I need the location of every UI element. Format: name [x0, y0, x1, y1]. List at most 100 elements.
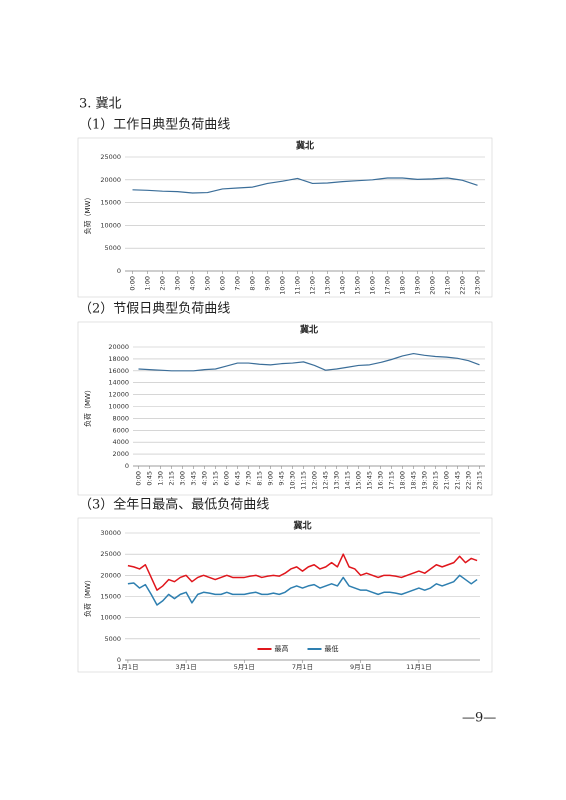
y-tick-label: 16000	[108, 367, 129, 375]
y-tick-label: 12000	[108, 391, 129, 399]
x-tick-label: 19:30	[421, 471, 429, 490]
y-tick-label: 6000	[112, 426, 129, 434]
x-tick-label: 7:00	[234, 276, 242, 291]
x-tick-label: 10:30	[289, 471, 297, 490]
x-tick-label: 9:00	[267, 471, 275, 486]
x-tick-label: 8:00	[249, 276, 257, 291]
chart-caption: （3）全年日最高、最低负荷曲线	[79, 497, 269, 513]
x-tick-label: 0:45	[146, 471, 154, 486]
x-tick-label: 3:45	[190, 471, 198, 486]
y-tick-label: 20000	[100, 571, 121, 579]
y-axis-label: 负荷（MW）	[83, 386, 92, 427]
x-tick-label: 9:00	[264, 276, 272, 291]
y-tick-label: 20000	[108, 343, 129, 351]
x-tick-label: 14:15	[344, 471, 352, 490]
x-tick-label: 2:15	[168, 471, 176, 486]
x-tick-label: 12:45	[322, 471, 330, 490]
chart-frame	[77, 517, 493, 673]
y-tick-label: 15000	[100, 199, 121, 207]
x-tick-label: 18:00	[399, 276, 407, 295]
x-tick-label: 12:00	[309, 276, 317, 295]
x-tick-label: 18:00	[399, 471, 407, 490]
chart-frame	[77, 137, 493, 298]
x-tick-label: 21:45	[454, 471, 462, 490]
x-tick-label: 5:15	[212, 471, 220, 486]
x-tick-label: 7月1日	[292, 663, 313, 671]
y-tick-label: 10000	[100, 221, 121, 229]
data-line	[132, 177, 478, 194]
x-tick-label: 1:00	[144, 276, 152, 291]
x-tick-label: 17:15	[388, 471, 396, 490]
y-tick-label: 8000	[112, 414, 129, 422]
x-tick-label: 10:00	[279, 276, 287, 295]
y-axis-label: 负荷（MW）	[83, 194, 92, 235]
x-tick-label: 13:30	[333, 471, 341, 490]
x-tick-label: 14:00	[339, 276, 347, 295]
x-tick-label: 23:15	[476, 471, 484, 490]
x-tick-label: 17:00	[384, 276, 392, 295]
x-tick-label: 1:30	[157, 471, 165, 486]
y-tick-label: 30000	[100, 529, 121, 537]
chart-title: 冀北	[293, 520, 311, 532]
x-tick-label: 6:00	[219, 276, 227, 291]
x-tick-label: 3月1日	[175, 663, 196, 671]
x-tick-label: 6:45	[234, 471, 242, 486]
page-number: —9—	[462, 711, 496, 726]
chart-title: 冀北	[300, 324, 318, 336]
x-tick-label: 22:00	[459, 276, 467, 295]
chart-caption: （1）工作日典型负荷曲线	[79, 118, 230, 133]
x-tick-label: 16:30	[377, 471, 385, 490]
y-tick-label: 25000	[100, 153, 121, 161]
x-tick-label: 12:00	[311, 471, 319, 490]
y-tick-label: 0	[117, 267, 121, 275]
x-tick-label: 0:00	[129, 276, 137, 291]
data-line	[127, 574, 478, 606]
y-tick-label: 20000	[100, 176, 121, 184]
y-tick-label: 25000	[100, 550, 121, 558]
y-axis-label: 负荷（MW）	[83, 576, 92, 617]
data-line	[138, 352, 480, 372]
x-tick-label: 9月1日	[350, 663, 371, 671]
y-tick-label: 10000	[108, 403, 129, 411]
x-tick-label: 21:00	[444, 276, 452, 295]
y-tick-label: 5000	[104, 635, 121, 643]
y-tick-label: 4000	[112, 438, 129, 446]
x-tick-label: 4:00	[189, 276, 197, 291]
y-tick-label: 10000	[100, 614, 121, 622]
x-tick-label: 3:00	[179, 471, 187, 486]
x-tick-label: 1月1日	[117, 663, 138, 671]
x-tick-label: 15:00	[355, 471, 363, 490]
x-tick-label: 22:30	[465, 471, 473, 490]
x-tick-label: 20:00	[429, 276, 437, 295]
x-tick-label: 9:45	[278, 471, 286, 486]
legend-label: 最低	[325, 644, 339, 653]
x-tick-label: 23:00	[474, 276, 482, 295]
chart-caption: （2）节假日典型负荷曲线	[79, 302, 230, 317]
x-tick-label: 15:00	[354, 276, 362, 295]
data-line	[127, 553, 478, 591]
x-tick-label: 7:30	[245, 471, 253, 486]
y-tick-label: 15000	[100, 593, 121, 601]
x-tick-label: 5:00	[204, 276, 212, 291]
x-tick-label: 21:00	[443, 471, 451, 490]
chart-frame	[77, 321, 493, 496]
x-tick-label: 16:00	[369, 276, 377, 295]
x-tick-label: 5月1日	[234, 663, 255, 671]
section-title: 3. 冀北	[79, 96, 122, 112]
x-tick-label: 19:00	[414, 276, 422, 295]
x-tick-label: 18:45	[410, 471, 418, 490]
x-tick-label: 11月1日	[406, 663, 431, 671]
legend-label: 最高	[275, 644, 289, 653]
y-tick-label: 2000	[112, 450, 129, 458]
x-tick-label: 13:00	[324, 276, 332, 295]
x-tick-label: 15:45	[366, 471, 374, 490]
y-tick-label: 5000	[104, 244, 121, 252]
x-tick-label: 11:00	[294, 276, 302, 295]
x-tick-label: 8:15	[256, 471, 264, 486]
y-tick-label: 0	[125, 462, 129, 470]
y-tick-label: 18000	[108, 355, 129, 363]
x-tick-label: 20:15	[432, 471, 440, 490]
x-tick-label: 2:00	[159, 276, 167, 291]
x-tick-label: 6:00	[223, 471, 231, 486]
